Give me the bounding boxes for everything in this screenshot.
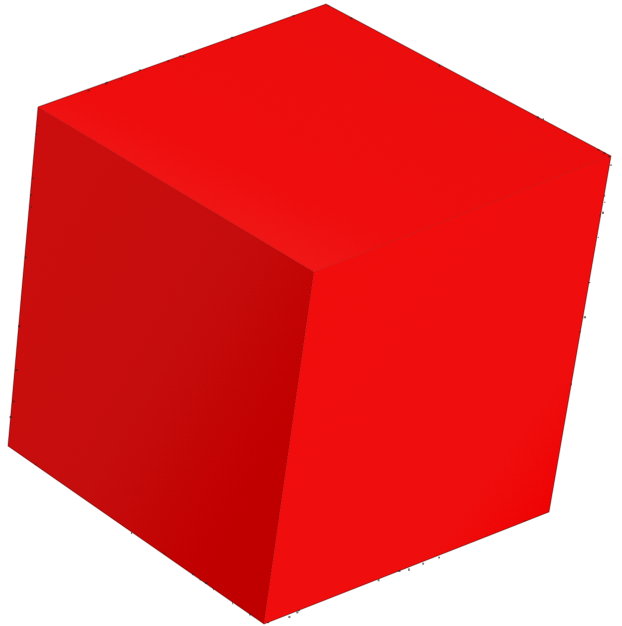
edge-speckle bbox=[579, 331, 581, 333]
edge-speckle bbox=[603, 152, 606, 155]
edge-speckle bbox=[249, 613, 251, 616]
cube-inner-edges bbox=[37, 106, 612, 273]
edge-speckle bbox=[30, 194, 33, 196]
edge-speckle bbox=[199, 579, 201, 581]
edge-speckle bbox=[298, 609, 300, 612]
cube-top-face bbox=[38, 4, 611, 272]
edge-speckle bbox=[192, 573, 195, 576]
edge-speckle bbox=[602, 211, 604, 214]
edge-speckle bbox=[597, 149, 600, 151]
edge-speckle bbox=[87, 90, 90, 92]
edge-speckle bbox=[32, 177, 35, 179]
edge-speckle bbox=[212, 587, 214, 591]
edge-speckle bbox=[524, 520, 526, 522]
edge-speckle bbox=[542, 118, 544, 120]
edge-speckle bbox=[30, 206, 33, 208]
edge-speckle bbox=[422, 562, 425, 565]
edge-speckle bbox=[408, 568, 410, 571]
edge-speckle bbox=[232, 602, 234, 605]
edge-speckle bbox=[536, 116, 539, 119]
edge-speckle bbox=[288, 615, 291, 619]
edge-speckle bbox=[292, 15, 295, 17]
edge-speckle bbox=[35, 133, 38, 135]
edge-speckle bbox=[236, 604, 239, 606]
edge-speckle bbox=[570, 383, 572, 386]
edge-speckle bbox=[9, 416, 12, 419]
cube-front-edge bbox=[263, 271, 315, 625]
edge-speckle bbox=[105, 82, 107, 85]
edge-speckle bbox=[35, 463, 37, 466]
edge-speckle bbox=[182, 56, 185, 58]
edge-speckle bbox=[24, 256, 27, 259]
cube-left-face bbox=[8, 107, 314, 624]
edge-speckle bbox=[564, 131, 567, 133]
edge-speckle bbox=[398, 570, 401, 572]
edge-speckle bbox=[608, 155, 611, 158]
edge-speckle bbox=[377, 578, 380, 582]
edge-speckle bbox=[179, 55, 181, 57]
edge-speckle bbox=[609, 164, 613, 166]
edge-speckle bbox=[205, 582, 208, 584]
edge-speckle bbox=[163, 552, 166, 555]
edge-speckle bbox=[230, 36, 234, 39]
edge-speckles bbox=[9, 5, 613, 624]
edge-speckle bbox=[120, 78, 122, 80]
edge-speckle bbox=[438, 556, 440, 559]
edge-speckle bbox=[438, 64, 441, 67]
edge-speckle bbox=[327, 5, 330, 7]
edge-speckle bbox=[267, 621, 270, 624]
edge-speckle bbox=[604, 194, 606, 197]
cube-right-face bbox=[264, 156, 611, 624]
cube-outline bbox=[7, 3, 612, 625]
edge-speckle bbox=[130, 532, 133, 535]
edge-speckle bbox=[599, 215, 601, 217]
edge-speckle bbox=[12, 400, 16, 403]
edge-speckle bbox=[350, 17, 353, 20]
edge-speckle bbox=[15, 369, 18, 371]
edge-speckle bbox=[588, 282, 591, 284]
edge-speckle bbox=[167, 60, 169, 63]
edge-speckle bbox=[482, 87, 485, 90]
edge-speckle bbox=[296, 611, 299, 614]
edge-speckle bbox=[37, 125, 39, 127]
edge-speckle bbox=[18, 325, 21, 328]
edge-speckle bbox=[597, 236, 599, 238]
edge-speckle bbox=[106, 81, 108, 84]
edge-speckle bbox=[604, 201, 606, 203]
edge-speckle bbox=[583, 316, 587, 319]
edge-speckle bbox=[138, 69, 142, 71]
